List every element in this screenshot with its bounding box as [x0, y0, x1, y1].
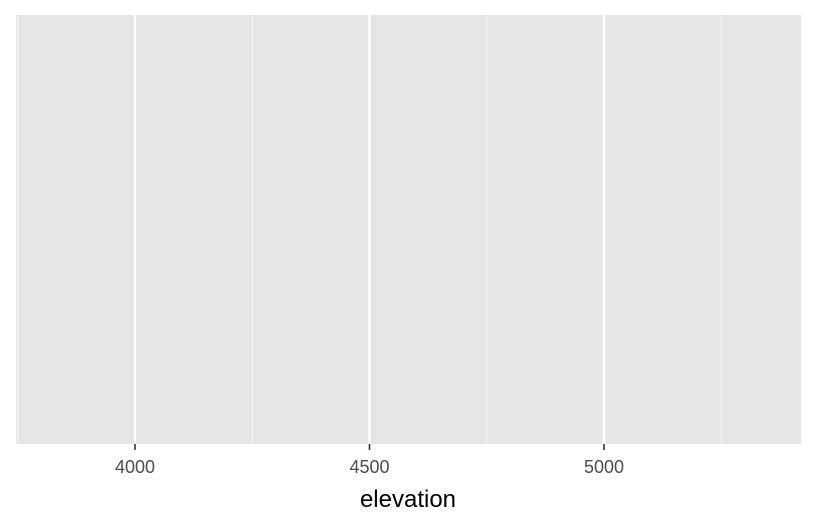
- minor-gridlines: [17, 15, 722, 444]
- x-tick-label: 4500: [349, 457, 389, 477]
- major-gridlines: [133, 15, 606, 444]
- x-tick-label: 5000: [584, 457, 624, 477]
- x-tick-label: 4000: [115, 457, 155, 477]
- panel-background: [16, 15, 801, 444]
- x-axis-tick-labels: 4000 4500 5000: [115, 457, 624, 477]
- x-axis-ticks: [134, 444, 605, 450]
- x-axis-title: elevation: [360, 486, 456, 513]
